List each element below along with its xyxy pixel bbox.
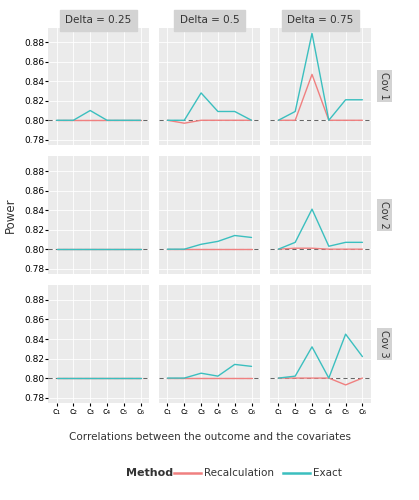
- Title: Delta = 0.25: Delta = 0.25: [65, 16, 132, 26]
- Text: Cov 3: Cov 3: [379, 330, 389, 357]
- Text: Correlations between the outcome and the covariates: Correlations between the outcome and the…: [68, 432, 351, 442]
- Text: Recalculation: Recalculation: [204, 468, 274, 477]
- Text: Cov 1: Cov 1: [379, 72, 389, 100]
- Text: Exact: Exact: [313, 468, 342, 477]
- Text: Power: Power: [4, 197, 17, 233]
- Title: Delta = 0.5: Delta = 0.5: [180, 16, 239, 26]
- Text: Method: Method: [126, 468, 173, 477]
- Title: Delta = 0.75: Delta = 0.75: [287, 16, 354, 26]
- Text: Cov 2: Cov 2: [379, 201, 389, 229]
